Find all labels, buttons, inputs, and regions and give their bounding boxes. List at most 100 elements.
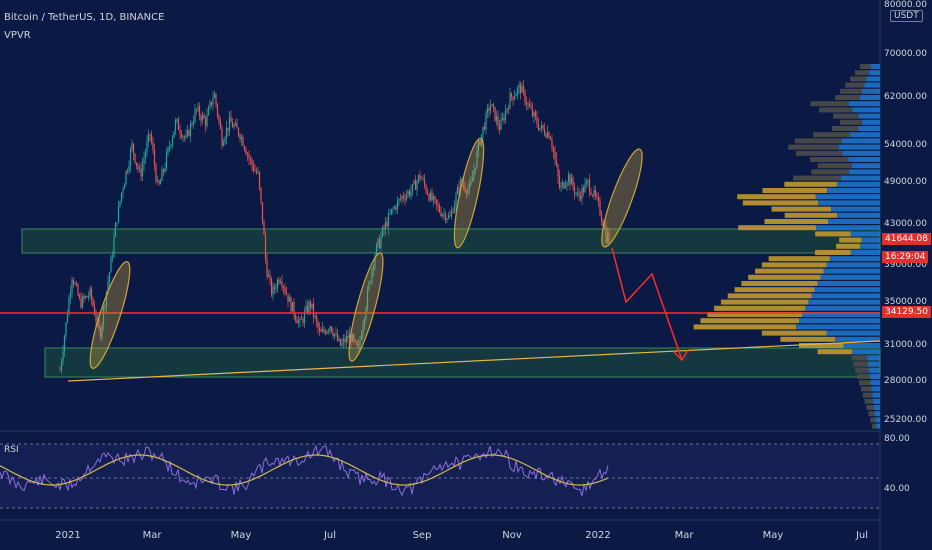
volume-bar-buy (869, 374, 880, 379)
candle-body (543, 128, 546, 135)
candle-body (500, 119, 502, 130)
candle-body (441, 214, 444, 217)
candle-body (515, 93, 517, 97)
volume-bar-sell (793, 175, 841, 181)
candle-body (233, 125, 235, 128)
volume-bar-sell (737, 194, 816, 200)
volume-bar-sell (741, 281, 818, 286)
rsi-label[interactable]: RSI (4, 445, 19, 455)
volume-bar-sell (748, 274, 821, 280)
candle-body (192, 121, 195, 125)
candle-body (95, 314, 97, 321)
volume-bar-sell (780, 336, 836, 342)
candle-body (257, 171, 259, 173)
candle-body (62, 351, 64, 362)
time-tick: 2022 (585, 530, 611, 541)
candle-body (522, 85, 525, 91)
indicator-vpvr-label[interactable]: VPVR (4, 30, 31, 41)
support-zone (44, 347, 881, 378)
candle-body (179, 129, 181, 134)
candle-body (600, 214, 603, 221)
candle-body (176, 118, 178, 121)
candle-body (396, 200, 399, 210)
candle-body (404, 198, 406, 200)
volume-bar-sell (817, 349, 852, 355)
candle-body (458, 187, 460, 192)
time-tick: Mar (142, 530, 162, 541)
volume-bar-sell (720, 299, 809, 305)
candle-body (546, 132, 549, 138)
candle-body (351, 334, 354, 343)
candle-body (375, 243, 378, 256)
candle-body (551, 140, 553, 148)
candle-body (162, 169, 165, 172)
currency-badge[interactable]: USDT (890, 10, 923, 22)
candle-body (342, 338, 345, 343)
volume-bar-sell (734, 287, 815, 293)
candle-body (113, 236, 115, 257)
volume-bar-buy (815, 194, 880, 200)
candle-body (101, 324, 103, 338)
candle-body (173, 131, 175, 138)
candle-body (201, 114, 204, 121)
candle-body (567, 174, 570, 183)
candle-body (69, 292, 72, 298)
candle-body (150, 134, 153, 143)
candle-body (122, 189, 124, 193)
candle-body (344, 338, 346, 343)
candle-body (563, 182, 565, 189)
candle-body (426, 191, 429, 195)
candle-body (92, 299, 94, 306)
candle-body (452, 211, 454, 213)
candle-body (327, 330, 330, 332)
volume-bar-buy (872, 392, 880, 398)
candle-body (581, 187, 583, 200)
volume-bar-sell (784, 212, 838, 218)
candle-body (108, 272, 111, 282)
volume-bar-buy (848, 101, 880, 107)
candle-body (77, 285, 79, 296)
volume-bar-sell (860, 64, 871, 69)
candle-body (93, 305, 96, 315)
volume-bar-buy (828, 219, 880, 224)
candle-body (582, 187, 585, 193)
candle-body (488, 107, 490, 111)
candle-body (386, 221, 388, 227)
candle-body (86, 296, 88, 298)
candle-body (489, 106, 492, 111)
candle-body (584, 183, 586, 193)
candle-body (402, 196, 405, 199)
volume-bar-sell (810, 101, 849, 107)
candle-body (606, 232, 609, 243)
symbol-title[interactable]: Bitcoin / TetherUS, 1D, BINANCE (4, 12, 165, 23)
candle-body (401, 196, 403, 200)
candle-body (290, 297, 292, 312)
volume-bar-buy (871, 64, 880, 69)
candle-body (350, 333, 352, 343)
highlight-ellipse (348, 252, 384, 362)
candle-body (138, 168, 141, 170)
candle-body (540, 124, 543, 129)
volume-bar-buy (873, 398, 880, 404)
candle-body (170, 144, 172, 147)
candle-body (126, 171, 129, 172)
candle-body (444, 213, 447, 221)
candle-body (491, 104, 493, 107)
candle-body (272, 286, 274, 295)
candle-body (218, 115, 220, 122)
candle-body (503, 117, 505, 121)
candle-body (296, 319, 298, 324)
candle-body (189, 123, 192, 136)
candle-body (381, 227, 384, 237)
volume-bar-buy (868, 361, 880, 367)
volume-bar-buy (866, 76, 880, 82)
candle-body (75, 283, 78, 286)
candle-body (387, 213, 390, 227)
candle-body (228, 117, 231, 131)
candle-body (579, 195, 582, 200)
candle-body (413, 180, 415, 185)
time-tick: Mar (674, 530, 694, 541)
candle-body (209, 102, 211, 109)
candle-body (476, 150, 478, 168)
